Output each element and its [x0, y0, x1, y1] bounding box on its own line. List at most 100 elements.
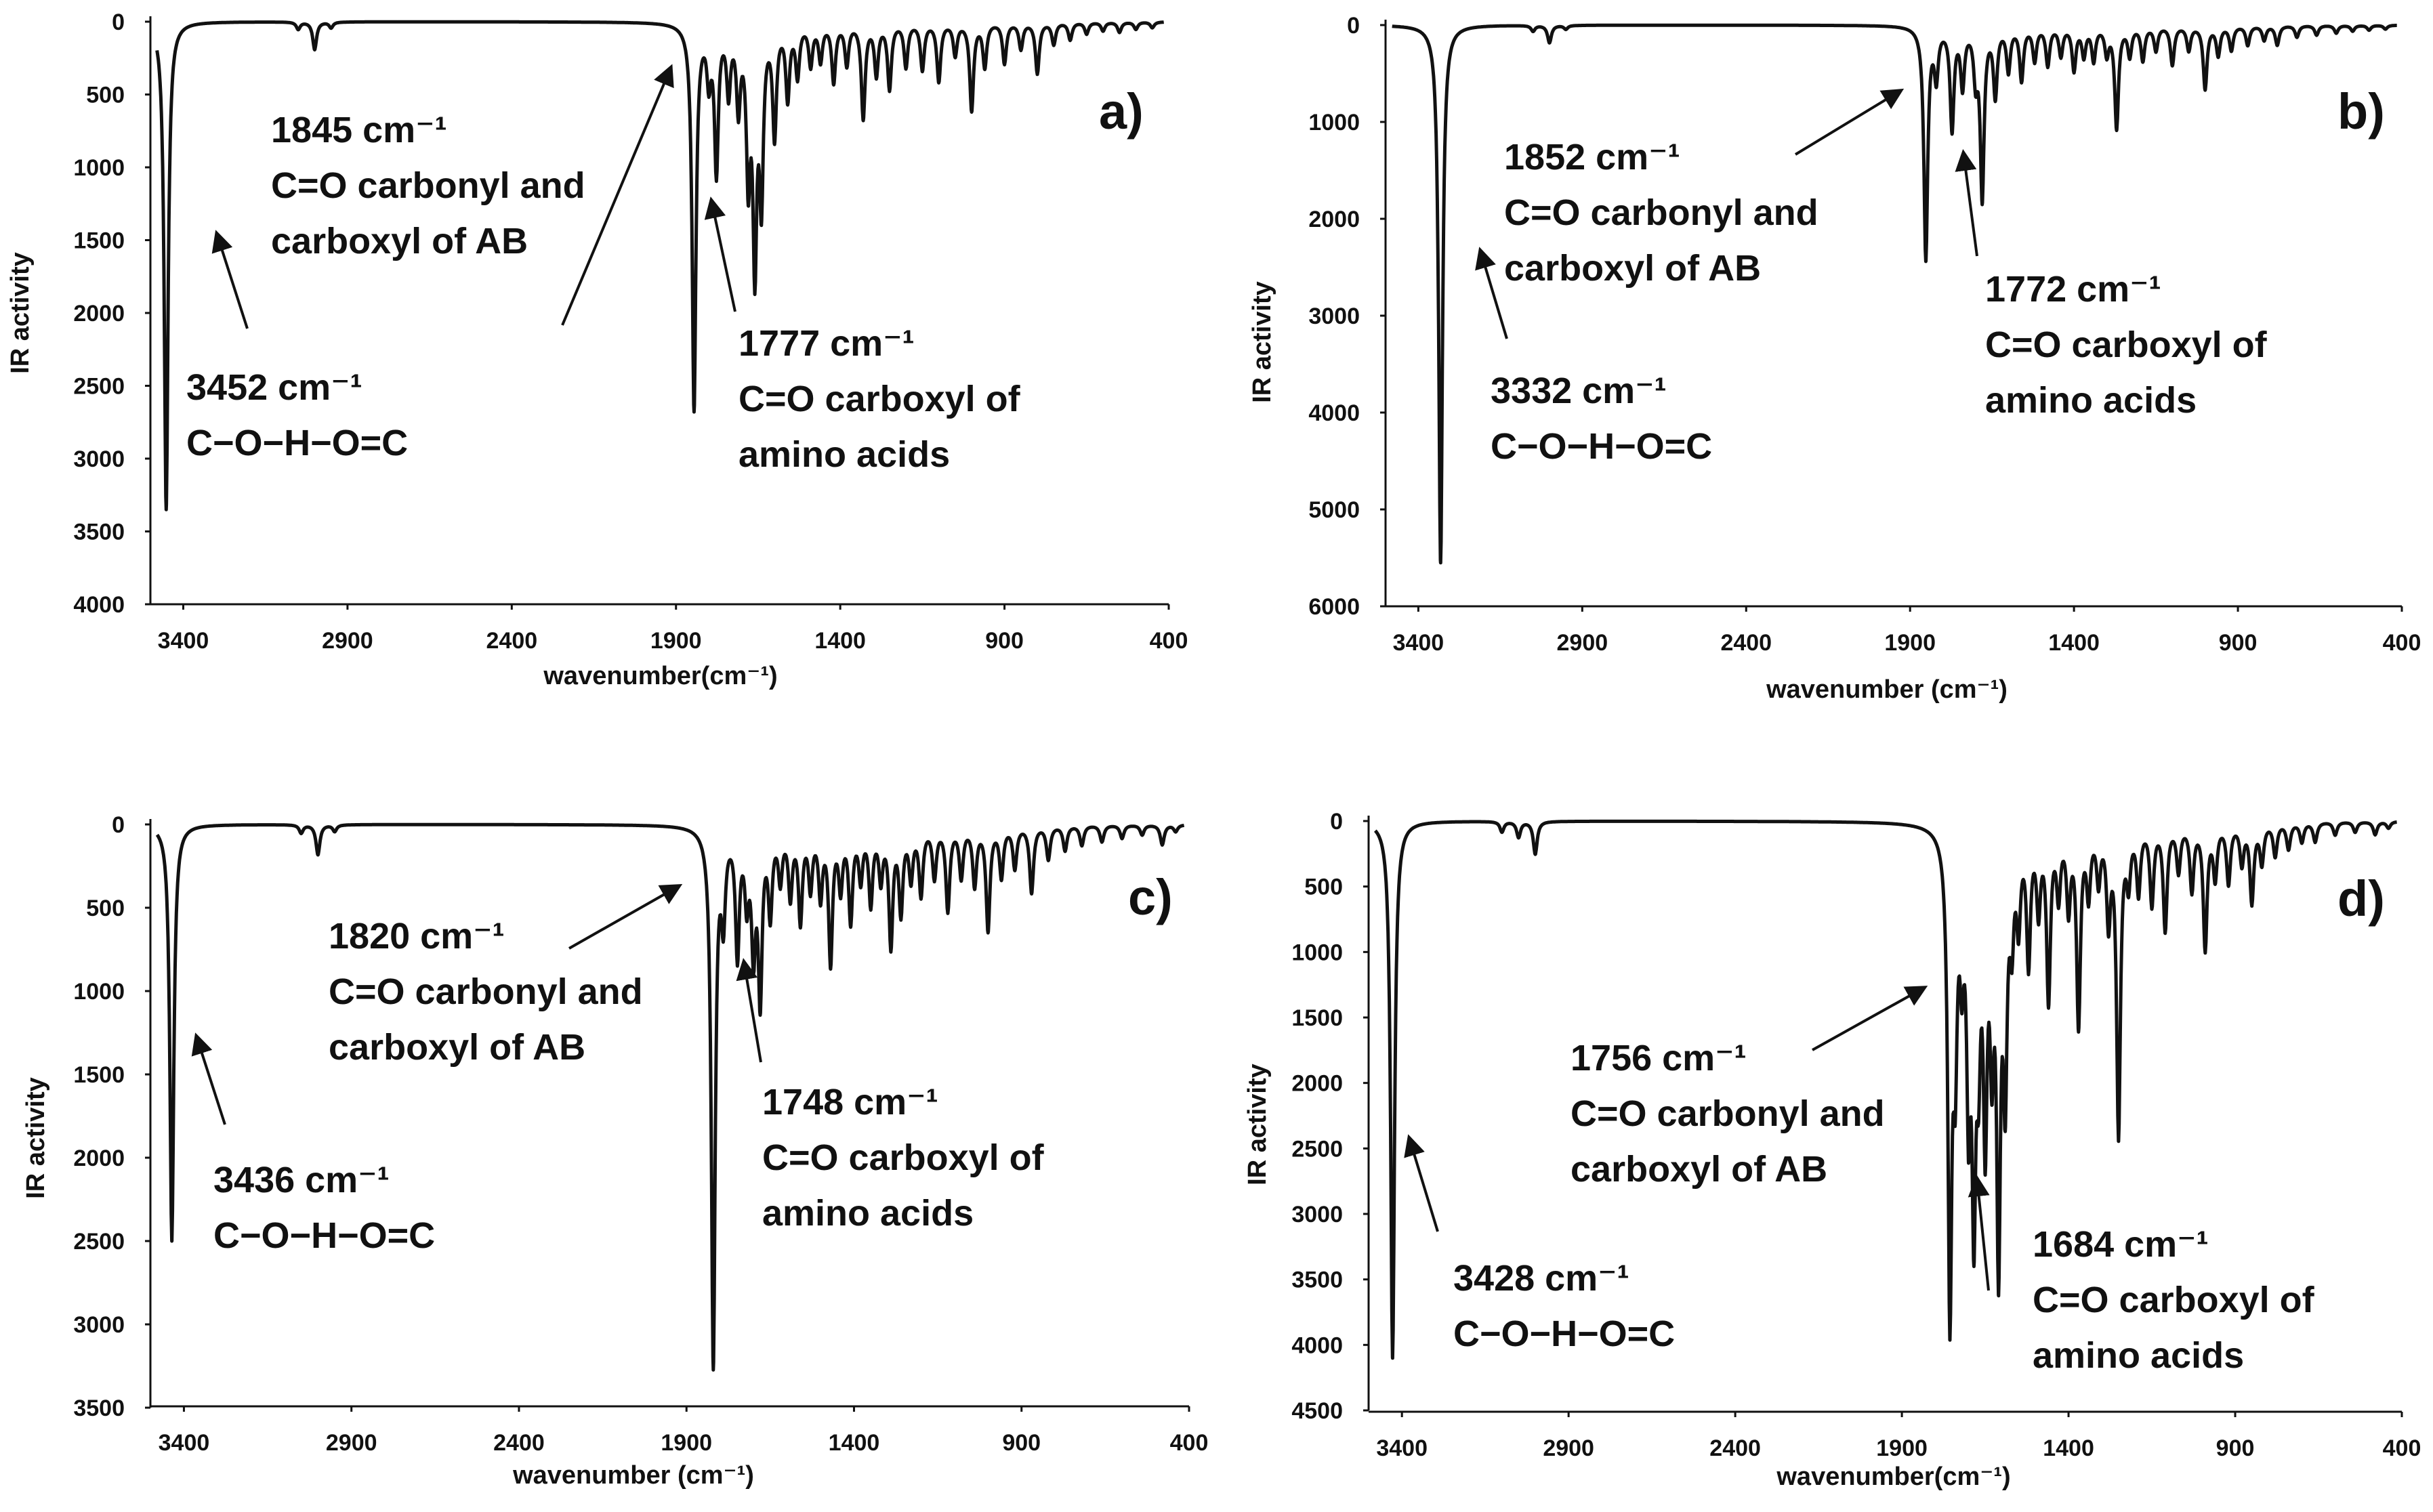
x-tick-label: 900 — [2216, 1435, 2255, 1461]
y-tick-label: 1000 — [1291, 940, 1343, 965]
annotation-line: C−O−H−O=C — [186, 423, 408, 463]
y-tick-label: 2500 — [73, 374, 125, 400]
annotation-line: 3436 cm⁻¹ — [213, 1160, 390, 1200]
x-tick-label: 400 — [1150, 628, 1188, 654]
y-tick-label: 3500 — [73, 1395, 125, 1421]
y-tick-label: 1000 — [73, 155, 125, 181]
y-tick-label: 3000 — [1291, 1202, 1343, 1227]
x-tick-label: 2400 — [493, 1430, 545, 1456]
y-tick-label: 3000 — [73, 1312, 125, 1338]
spectrum-peak-point — [1978, 990, 1980, 992]
x-tick-label: 900 — [1002, 1430, 1041, 1456]
y-tick-label: 1000 — [73, 979, 125, 1005]
x-tick-label: 900 — [2219, 630, 2258, 656]
annotation-line: 1845 cm⁻¹ — [271, 110, 447, 150]
spectrum-line — [1391, 23, 2398, 565]
x-tick-label: 2900 — [326, 1430, 377, 1456]
peak-annotation: 1777 cm⁻¹ C=O carboxyl of amino acids — [739, 323, 1021, 475]
spectrum-line — [155, 20, 1165, 511]
chart-panel-a: 0 500 1000 1500 2000 2500 3000 3500 4000 3400 2900… — [6, 9, 1188, 690]
y-axis-title: IR activity — [22, 1077, 50, 1199]
y-tick-label: 2500 — [73, 1229, 125, 1255]
peak-annotation: 3428 cm⁻¹ C−O−H−O=C — [1453, 1258, 1675, 1354]
y-tick-label: 3500 — [1291, 1267, 1343, 1293]
y-tick-label: 2000 — [73, 301, 125, 327]
peak-annotation: 1852 cm⁻¹ C=O carbonyl and carboxyl of AB — [1504, 137, 1818, 289]
annotation-line: 1772 cm⁻¹ — [1985, 269, 2161, 310]
annotation-line: 3452 cm⁻¹ — [186, 367, 362, 408]
spectrum-peak-point — [2011, 912, 2013, 914]
annotation-line: 1777 cm⁻¹ — [739, 323, 915, 364]
spectrum-line — [1373, 819, 2398, 1360]
y-tick-label: 6000 — [1308, 594, 1360, 620]
annotation-line: C=O carboxyl of — [2033, 1280, 2315, 1320]
panel-label: c) — [1128, 869, 1173, 925]
annotation-arrow — [561, 64, 674, 326]
x-tick-label: 2400 — [486, 628, 538, 654]
peak-annotation: 1748 cm⁻¹ C=O carboxyl of amino acids — [762, 1082, 1045, 1234]
x-axis-title: wavenumber(cm⁻¹) — [543, 662, 777, 690]
x-tick-label: 1400 — [2043, 1435, 2094, 1461]
peak-annotation: 1772 cm⁻¹ C=O carboxyl of amino acids — [1985, 269, 2268, 421]
annotation-arrow — [1955, 149, 1978, 257]
panel-label: a) — [1099, 83, 1144, 140]
x-tick-label: 2400 — [1709, 1435, 1761, 1461]
y-tick-label: 4500 — [1291, 1398, 1343, 1424]
annotation-line: amino acids — [762, 1193, 974, 1234]
y-tick-label: 2000 — [1308, 207, 1360, 232]
y-tick-label: 0 — [112, 812, 125, 838]
x-tick-label: 1900 — [1884, 630, 1936, 656]
peak-annotation: 3436 cm⁻¹ C−O−H−O=C — [213, 1160, 435, 1256]
chart-panel-d: 0 500 1000 1500 2000 2500 3000 3500 4000 4500 3400… — [1243, 809, 2421, 1491]
y-tick-label: 4000 — [1308, 400, 1360, 426]
annotation-line: 1748 cm⁻¹ — [762, 1082, 938, 1122]
annotation-line: C−O−H−O=C — [1491, 426, 1712, 467]
annotation-arrow — [736, 958, 762, 1063]
annotation-line: C=O carbonyl and — [271, 165, 585, 206]
x-tick-label: 2400 — [1720, 630, 1772, 656]
annotation-line: amino acids — [739, 434, 950, 475]
annotation-arrow — [568, 884, 683, 950]
y-tick-label: 0 — [1347, 13, 1360, 39]
annotation-line: carboxyl of AB — [1571, 1149, 1827, 1190]
y-tick-label: 2000 — [1291, 1071, 1343, 1097]
annotation-line: C−O−H−O=C — [1453, 1314, 1675, 1354]
annotation-line: 1820 cm⁻¹ — [329, 916, 505, 957]
peak-annotation: 1684 cm⁻¹ C=O carboxyl of amino acids — [2033, 1224, 2315, 1376]
annotation-line: 1756 cm⁻¹ — [1571, 1038, 1747, 1078]
y-tick-label: 1500 — [73, 228, 125, 254]
y-tick-label: 4000 — [1291, 1332, 1343, 1358]
annotation-line: C=O carboxyl of — [762, 1137, 1045, 1178]
y-axis-title: IR activity — [6, 252, 35, 374]
y-tick-label: 4000 — [73, 592, 125, 618]
annotation-line: 3428 cm⁻¹ — [1453, 1258, 1629, 1299]
y-tick-label: 3000 — [73, 446, 125, 472]
y-tick-label: 1500 — [1291, 1005, 1343, 1031]
annotation-arrow — [1968, 1175, 1990, 1291]
y-tick-label: 3500 — [73, 520, 125, 545]
x-tick-label: 400 — [2383, 1435, 2421, 1461]
annotation-line: C=O carbonyl and — [1504, 192, 1818, 233]
x-tick-label: 2900 — [1557, 630, 1608, 656]
y-tick-label: 500 — [86, 83, 125, 108]
annotation-arrow — [1475, 247, 1508, 339]
x-tick-label: 900 — [985, 628, 1024, 654]
x-tick-label: 3400 — [158, 628, 209, 654]
y-tick-label: 500 — [86, 896, 125, 921]
x-tick-label: 1900 — [650, 628, 702, 654]
peak-annotation: 1756 cm⁻¹ C=O carbonyl and carboxyl of AB — [1571, 1038, 1885, 1190]
annotation-line: 1684 cm⁻¹ — [2033, 1224, 2209, 1265]
annotation-line: C=O carbonyl and — [329, 971, 643, 1012]
y-tick-label: 2500 — [1291, 1136, 1343, 1162]
peak-annotation: 1845 cm⁻¹ C=O carbonyl and carboxyl of AB — [271, 110, 585, 261]
x-tick-label: 1400 — [814, 628, 866, 654]
annotation-line: carboxyl of AB — [329, 1027, 585, 1068]
x-tick-label: 3400 — [1376, 1435, 1428, 1461]
y-tick-label: 3000 — [1308, 303, 1360, 329]
chart-panel-c: 0 500 1000 1500 2000 2500 3000 3500 3400 2900 2400… — [22, 812, 1208, 1490]
annotation-arrow — [211, 230, 249, 329]
y-tick-label: 0 — [112, 9, 125, 35]
annotation-line: carboxyl of AB — [271, 221, 528, 261]
x-axis-title: wavenumber (cm⁻¹) — [1766, 675, 2008, 704]
y-tick-label: 2000 — [73, 1146, 125, 1171]
